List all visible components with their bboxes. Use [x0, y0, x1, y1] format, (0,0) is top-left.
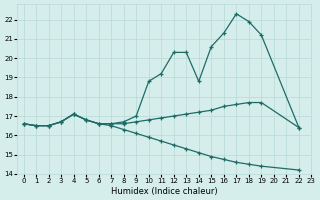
- X-axis label: Humidex (Indice chaleur): Humidex (Indice chaleur): [111, 187, 218, 196]
